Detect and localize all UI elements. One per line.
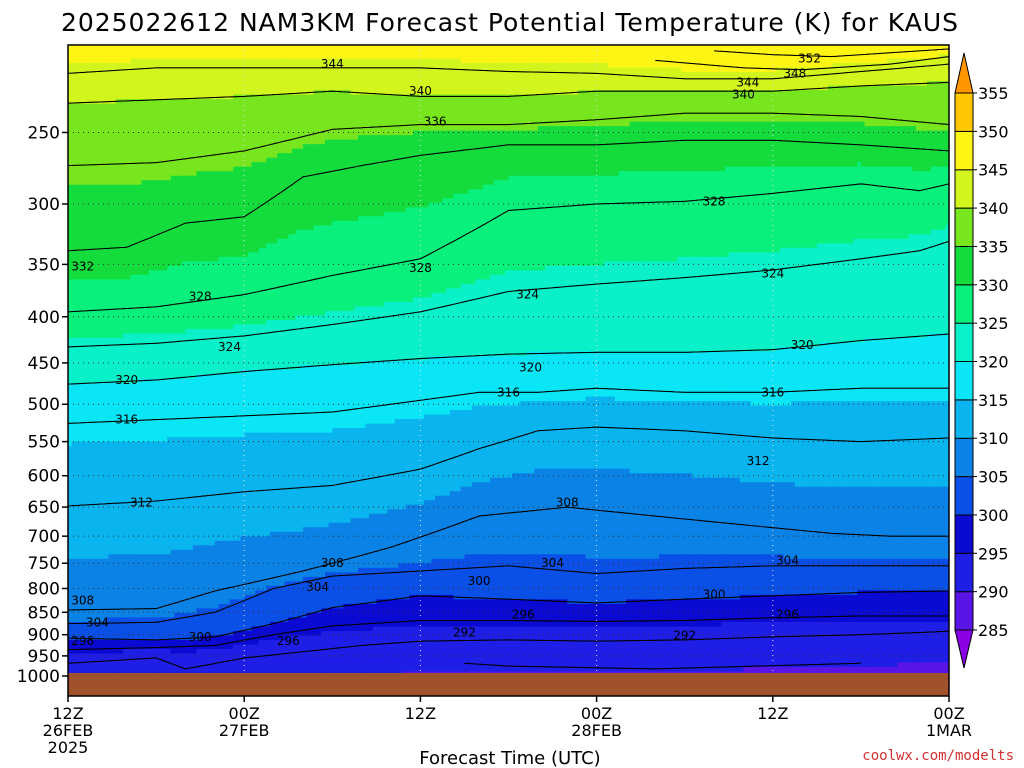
colorbar-label: 330 — [978, 276, 1009, 295]
contour-label: 308 — [556, 495, 579, 509]
colorbar-label: 325 — [978, 314, 1009, 333]
credit-text: coolwx.com/modelts — [862, 748, 1014, 764]
contour-label: 328 — [189, 290, 212, 304]
contour-label: 316 — [761, 385, 784, 399]
y-axis: 250 300 350 400 450 500 550 600 650 700 750 800 850 9… — [17, 124, 68, 688]
contour-label: 352 — [798, 52, 821, 66]
colorbar-label: 335 — [978, 237, 1009, 256]
contour-label: 296 — [776, 608, 799, 622]
colorbar-label: 305 — [978, 468, 1009, 487]
contour-label: 300 — [189, 630, 212, 644]
colorbar-label: 345 — [978, 161, 1009, 180]
chart-title: 2025022612 NAM3KM Forecast Potential Tem… — [61, 8, 959, 37]
x-axis-title: Forecast Time (UTC) — [419, 748, 600, 768]
colorbar-label: 355 — [978, 84, 1009, 103]
contour-label: 316 — [115, 413, 138, 427]
contour-label: 292 — [453, 626, 476, 640]
contour-label: 296 — [512, 608, 535, 622]
contour-label: 332 — [71, 260, 94, 274]
contour-label: 320 — [519, 360, 542, 374]
colorbar-label: 340 — [978, 199, 1009, 218]
x-tick-label: 27FEB — [219, 721, 270, 740]
y-tick-label: 1000 — [17, 667, 60, 687]
x-tick-label: 12Z — [757, 704, 788, 723]
x-tick-label: 2025 — [48, 738, 89, 757]
y-tick-label: 600 — [28, 467, 60, 487]
contour-label: 344 — [321, 57, 344, 71]
y-tick-label: 300 — [28, 195, 60, 215]
contour-label: 320 — [115, 373, 138, 387]
y-tick-label: 700 — [28, 527, 60, 547]
contour-label: 304 — [776, 554, 799, 568]
contour-label: 292 — [673, 629, 696, 643]
contour-label: 336 — [424, 114, 447, 128]
contour-label: 308 — [321, 556, 344, 570]
y-tick-label: 650 — [28, 498, 60, 518]
y-tick-label: 350 — [28, 255, 60, 275]
contour-label: 348 — [783, 66, 806, 80]
colorbar-label: 300 — [978, 506, 1009, 525]
contour-label: 308 — [71, 594, 94, 608]
x-tick-label: 1MAR — [926, 721, 972, 740]
contour-label: 312 — [747, 454, 770, 468]
y-tick-label: 900 — [28, 626, 60, 646]
contour-label: 340 — [409, 84, 432, 98]
contour-label: 340 — [732, 88, 755, 102]
contour-label: 296 — [71, 634, 94, 648]
colorbar-label: 350 — [978, 122, 1009, 141]
y-tick-label: 850 — [28, 603, 60, 623]
x-tick-label: 28FEB — [571, 721, 622, 740]
contour-label: 300 — [703, 587, 726, 601]
contour-label: 304 — [541, 556, 564, 570]
y-tick-label: 500 — [28, 395, 60, 415]
contour-label: 324 — [516, 288, 539, 302]
contour-label: 312 — [130, 495, 153, 509]
colorbar-label: 310 — [978, 429, 1009, 448]
contour-label: 300 — [468, 574, 491, 588]
y-tick-label: 800 — [28, 580, 60, 600]
contour-label: 316 — [497, 385, 520, 399]
y-tick-label: 750 — [28, 554, 60, 574]
colorbar-label: 295 — [978, 544, 1009, 563]
contour-label: 324 — [218, 340, 241, 354]
colorbar: 285 290 295 300 305 310 315 320 325 330 335 340 345 3… — [955, 53, 1009, 668]
contour-label: 320 — [791, 338, 814, 352]
y-tick-label: 400 — [28, 308, 60, 328]
contour-label: 328 — [703, 194, 726, 208]
y-tick-label: 950 — [28, 647, 60, 667]
colorbar-label: 285 — [978, 621, 1009, 640]
y-tick-label: 250 — [28, 124, 60, 144]
contour-label: 304 — [86, 615, 109, 629]
contour-label: 304 — [306, 580, 329, 594]
colorbar-label: 320 — [978, 353, 1009, 372]
contour-label: 328 — [409, 261, 432, 275]
contour-label: 324 — [761, 266, 784, 280]
x-tick-label: 12Z — [405, 704, 436, 723]
ground-strip — [68, 673, 949, 696]
filled-bands — [68, 45, 950, 677]
colorbar-label: 315 — [978, 391, 1009, 410]
y-tick-label: 550 — [28, 433, 60, 453]
y-tick-label: 450 — [28, 354, 60, 374]
contour-label: 296 — [277, 634, 300, 648]
colorbar-label: 290 — [978, 583, 1009, 602]
